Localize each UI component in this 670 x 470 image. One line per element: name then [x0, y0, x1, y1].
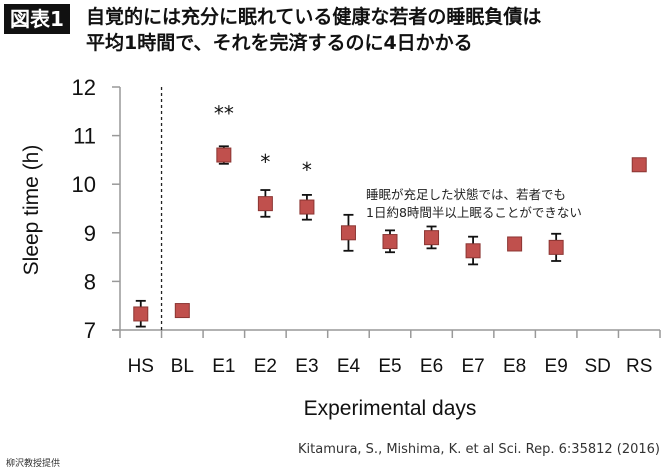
data-point-E7 — [465, 243, 481, 259]
title-line-1: 自覚的には充分に眠れている健康な若者の睡眠負債は — [86, 6, 542, 28]
y-axis-label: Sleep time (h) — [20, 145, 43, 276]
annotation-line-1: 睡眠が充足した状態では、若者でも — [366, 187, 567, 202]
significance-marker: * — [302, 158, 312, 182]
x-tick-label: E8 — [503, 356, 526, 377]
x-tick-label: SD — [584, 356, 610, 377]
data-point-E1 — [216, 147, 232, 163]
y-tick-label: 8 — [84, 269, 96, 294]
y-tick-label: 11 — [73, 124, 96, 149]
x-tick-label: E7 — [461, 356, 484, 377]
x-tick-label: E2 — [254, 356, 277, 377]
data-point-RS — [631, 157, 647, 173]
y-tick-label: 9 — [84, 221, 96, 246]
x-tick-label: E4 — [337, 356, 361, 377]
data-point-HS — [133, 306, 149, 322]
data-point-BL — [174, 303, 190, 319]
significance-marker: ** — [214, 101, 234, 125]
figure-badge: 図表1 — [4, 4, 70, 34]
data-point-E2 — [257, 196, 273, 212]
annotation-line-2: 1日約8時間半以上眠ることができない — [366, 205, 582, 220]
y-tick-label: 7 — [84, 318, 96, 343]
y-tick-label: 10 — [72, 172, 96, 197]
data-point-E6 — [424, 230, 440, 246]
data-point-E5 — [382, 234, 398, 250]
annotation: 睡眠が充足した状態では、若者でも 1日約8時間半以上眠ることができない — [366, 186, 582, 222]
x-tick-label: E1 — [212, 356, 235, 377]
citation: Kitamura, S., Mishima, K. et al Sci. Rep… — [298, 442, 661, 457]
x-tick-label: E5 — [378, 356, 401, 377]
credit: 柳沢教授提供 — [6, 459, 61, 469]
x-tick-label: E3 — [295, 356, 318, 377]
data-point-E8 — [507, 236, 523, 252]
significance-marker: * — [260, 150, 270, 174]
x-tick-label: E9 — [545, 356, 568, 377]
x-axis-label: Experimental days — [304, 397, 477, 420]
y-tick-label: 12 — [72, 75, 96, 100]
x-tick-label: BL — [171, 356, 194, 377]
data-point-E3 — [299, 199, 315, 215]
x-tick-label: E6 — [420, 356, 443, 377]
data-point-E4 — [340, 225, 356, 241]
data-point-E9 — [548, 239, 564, 255]
x-tick-label: RS — [626, 356, 652, 377]
title-line-2: 平均1時間で、それを完済するのに4日かかる — [86, 32, 473, 54]
figure-title: 自覚的には充分に眠れている健康な若者の睡眠負債は 平均1時間で、それを完済するの… — [86, 4, 541, 56]
x-tick-label: HS — [128, 356, 154, 377]
